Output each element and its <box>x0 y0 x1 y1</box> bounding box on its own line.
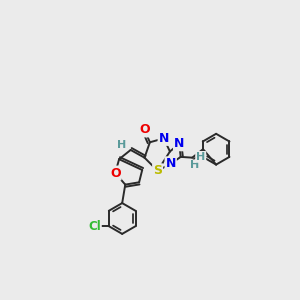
Text: S: S <box>153 164 162 177</box>
Text: H: H <box>117 140 126 150</box>
Text: O: O <box>110 167 121 180</box>
Text: O: O <box>139 123 150 136</box>
Text: N: N <box>174 137 184 150</box>
Text: N: N <box>166 157 176 170</box>
Text: Cl: Cl <box>88 220 101 233</box>
Text: H: H <box>196 152 205 162</box>
Text: H: H <box>190 160 199 170</box>
Text: N: N <box>159 132 169 145</box>
